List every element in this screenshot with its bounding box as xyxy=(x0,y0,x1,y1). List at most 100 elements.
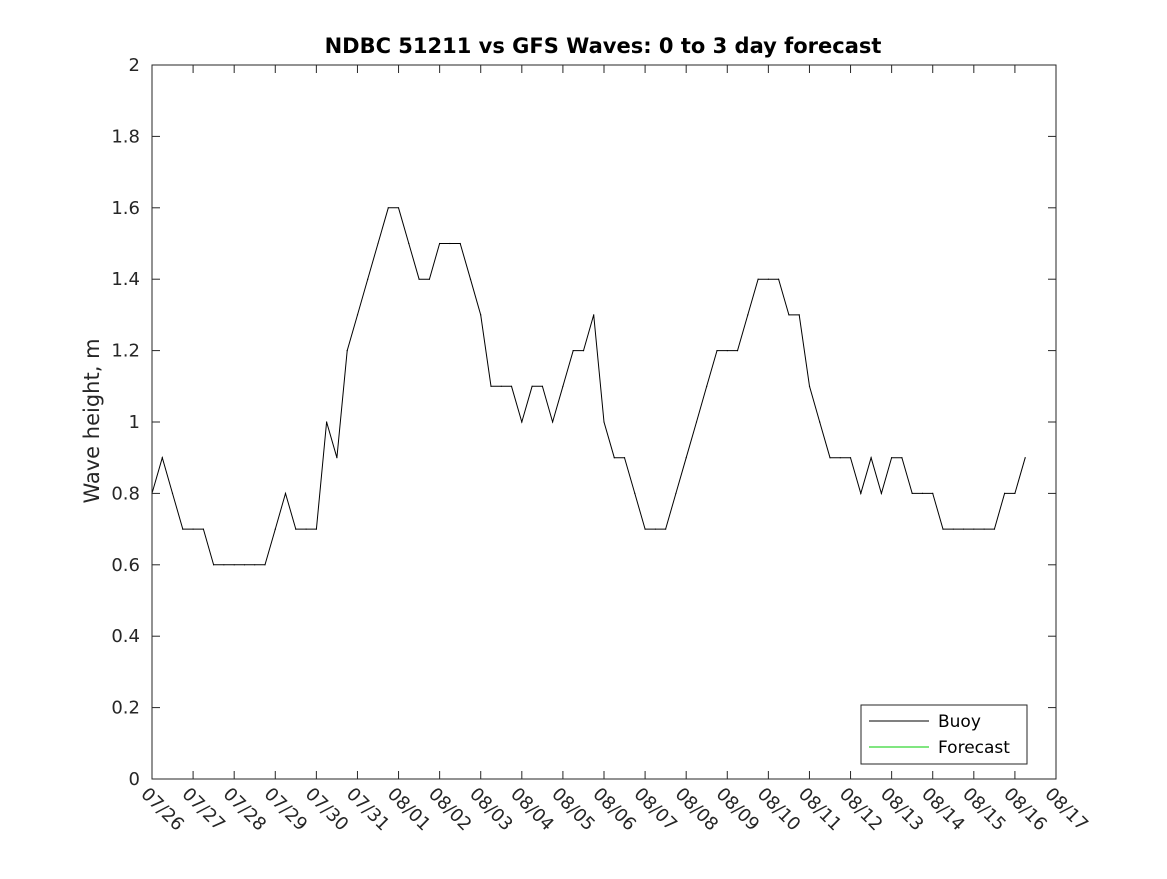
data-point xyxy=(654,528,657,530)
data-point xyxy=(788,314,790,316)
data-point xyxy=(911,492,913,494)
data-point xyxy=(921,492,924,494)
series-layer xyxy=(151,207,1026,566)
data-point xyxy=(1004,492,1006,494)
data-point xyxy=(254,564,256,566)
data-point xyxy=(326,421,328,423)
data-point xyxy=(367,278,369,280)
data-point xyxy=(480,314,482,316)
data-point xyxy=(952,528,954,530)
data-point xyxy=(202,528,204,530)
data-point xyxy=(336,457,338,459)
legend-box xyxy=(860,704,1028,765)
data-point xyxy=(634,492,636,494)
y-axis-label: Wave height, m xyxy=(80,338,104,503)
data-point xyxy=(171,492,174,494)
data-point xyxy=(932,492,934,494)
data-point xyxy=(962,528,965,530)
data-point xyxy=(665,528,667,530)
data-point xyxy=(223,564,225,566)
data-point xyxy=(798,314,800,316)
data-point xyxy=(459,242,461,245)
data-point xyxy=(510,385,513,387)
data-point xyxy=(356,314,359,316)
legend: Buoy Forecast xyxy=(860,704,1028,765)
data-point xyxy=(192,528,194,530)
data-point xyxy=(387,207,389,209)
data-point xyxy=(439,242,441,245)
data-point xyxy=(942,528,944,530)
data-point xyxy=(736,350,739,352)
y-tick-label: 1 xyxy=(129,412,140,433)
data-point xyxy=(274,528,276,530)
data-point xyxy=(778,278,780,280)
data-point xyxy=(418,278,420,280)
data-point xyxy=(767,278,770,280)
data-point xyxy=(685,457,687,459)
data-point xyxy=(264,564,266,566)
data-point xyxy=(552,421,554,423)
data-point xyxy=(808,385,811,387)
data-point xyxy=(541,385,544,387)
data-point xyxy=(593,314,595,316)
y-tick-label: 2 xyxy=(129,55,140,76)
data-point xyxy=(572,350,574,352)
data-point xyxy=(490,385,492,387)
data-point xyxy=(983,528,985,530)
data-point xyxy=(1014,492,1016,494)
data-point xyxy=(901,457,903,459)
data-point xyxy=(315,528,317,530)
legend-label-buoy: Buoy xyxy=(938,712,981,732)
data-point xyxy=(757,278,759,280)
data-point xyxy=(295,528,297,530)
data-point xyxy=(644,528,646,530)
data-point xyxy=(531,385,533,387)
data-point xyxy=(582,350,585,352)
data-point xyxy=(603,421,605,423)
data-point xyxy=(243,564,246,566)
data-point xyxy=(973,528,975,530)
data-point xyxy=(726,350,728,352)
data-point xyxy=(428,278,430,280)
y-tick-label: 0.8 xyxy=(111,483,140,504)
y-tick-label: 1.4 xyxy=(111,269,140,290)
data-point xyxy=(305,528,307,530)
data-point xyxy=(469,278,472,280)
chart-title: NDBC 51211 vs GFS Waves: 0 to 3 day fore… xyxy=(325,34,882,58)
data-point xyxy=(161,457,163,459)
data-point xyxy=(891,457,893,459)
data-point xyxy=(747,314,749,316)
y-tick-label: 1.2 xyxy=(111,341,140,362)
data-point xyxy=(829,457,831,459)
data-point xyxy=(397,207,400,209)
data-point xyxy=(562,385,564,387)
data-point xyxy=(521,421,523,423)
data-point xyxy=(880,492,883,494)
data-point xyxy=(839,457,841,459)
data-point xyxy=(993,528,996,530)
data-point xyxy=(377,242,379,245)
data-point xyxy=(408,242,410,245)
data-point xyxy=(819,421,821,423)
data-point xyxy=(233,564,235,566)
data-point xyxy=(870,457,872,459)
data-point xyxy=(706,385,708,387)
series-line-buoy xyxy=(151,207,1026,566)
data-point xyxy=(716,350,718,352)
data-point xyxy=(860,492,862,494)
y-tick-label: 0.2 xyxy=(111,698,140,719)
y-tick-label: 1.8 xyxy=(111,126,140,147)
data-point xyxy=(695,421,698,423)
data-point xyxy=(613,457,615,459)
y-tick-label: 1.6 xyxy=(111,198,140,219)
data-point xyxy=(1024,457,1026,459)
data-point xyxy=(284,492,287,494)
y-tick-label: 0.4 xyxy=(111,626,140,647)
data-point xyxy=(675,492,677,494)
data-point xyxy=(849,457,852,459)
data-point xyxy=(213,564,215,566)
y-tick-label: 0 xyxy=(129,769,140,790)
data-point xyxy=(449,242,451,245)
